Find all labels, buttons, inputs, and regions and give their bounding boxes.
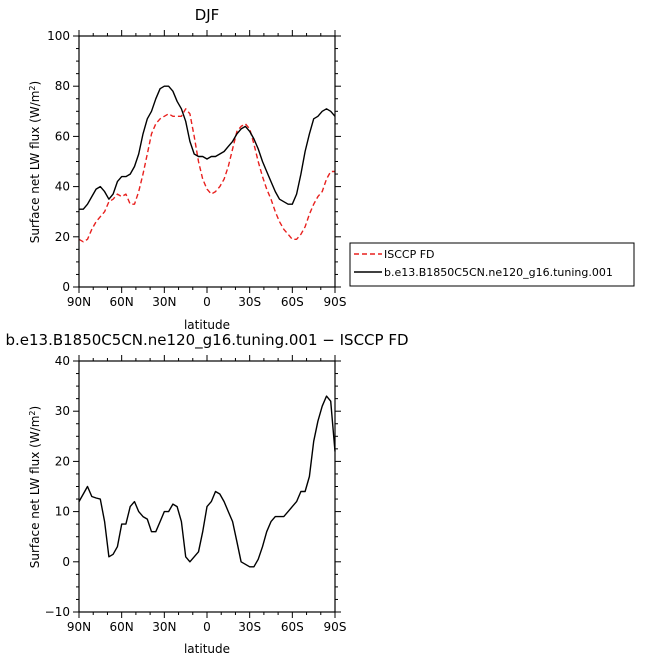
bottom-x-tick-label: 90N (67, 620, 91, 634)
bottom-x-tick-label: 60N (110, 620, 134, 634)
legend: ISCCP FD b.e13.B1850C5CN.ne120_g16.tunin… (349, 242, 635, 287)
top-y-tick-label: 100 (47, 29, 70, 43)
legend-label-model: b.e13.B1850C5CN.ne120_g16.tuning.001 (384, 266, 613, 279)
top-x-tick-label: 30N (152, 295, 176, 309)
top-chart-title: DJF (195, 6, 220, 24)
bottom-y-axis-label: Surface net LW flux (W/m2) (28, 406, 43, 568)
top-plot-frame (78, 35, 336, 288)
bottom-y-tick-label: 30 (55, 404, 70, 418)
top-series-lines (78, 85, 336, 243)
bottom-x-tick-label: 60S (281, 620, 304, 634)
top-y-tick-label: 80 (55, 79, 70, 93)
bottom-y-tick-label: 0 (62, 555, 70, 569)
bottom-y-tick-label: 10 (55, 505, 70, 519)
bottom-chart-title: b.e13.B1850C5CN.ne120_g16.tuning.001 − I… (5, 331, 408, 350)
top-x-tick-label: 60S (281, 295, 304, 309)
top-y-axis-label: Surface net LW flux (W/m2) (28, 81, 43, 243)
top-x-tick-label: 30S (238, 295, 261, 309)
top-series-line-1 (79, 85, 336, 210)
legend-box (349, 242, 635, 287)
top-y-tick-label: 0 (62, 280, 70, 294)
top-x-tick-label: 0 (203, 295, 211, 309)
top-y-tick-label: 60 (55, 129, 70, 143)
bottom-x-tick-label: 90S (324, 620, 347, 634)
top-x-axis-label: latitude (184, 318, 230, 332)
top-panel: DJF Surface net LW flux (W/m2) latitude … (28, 6, 347, 332)
bottom-x-tick-label: 30N (152, 620, 176, 634)
bottom-x-axis-label: latitude (184, 642, 230, 656)
legend-label-isccp: ISCCP FD (384, 248, 435, 261)
bottom-x-tick-label: 0 (203, 620, 211, 634)
top-y-tick-label: 40 (55, 180, 70, 194)
bottom-y-tick-label: −10 (45, 605, 70, 619)
top-x-tick-label: 90S (324, 295, 347, 309)
top-ticks: 90N 60N 30N 0 30S 60S 90S 0 20 40 60 80 100 (47, 29, 346, 309)
top-x-tick-label: 60N (110, 295, 134, 309)
bottom-x-tick-label: 30S (238, 620, 261, 634)
top-series-line-0 (78, 108, 335, 243)
top-x-tick-label: 90N (67, 295, 91, 309)
bottom-panel: b.e13.B1850C5CN.ne120_g16.tuning.001 − I… (5, 331, 408, 656)
bottom-series-line-0 (78, 395, 336, 568)
bottom-plot-frame (78, 360, 336, 613)
bottom-y-tick-label: 20 (55, 454, 70, 468)
bottom-y-tick-label: 40 (55, 354, 70, 368)
top-y-tick-label: 20 (55, 230, 70, 244)
bottom-series-lines (78, 395, 336, 568)
bottom-ticks: 90N 60N 30N 0 30S 60S 90S −10 0 10 20 30 40 (45, 354, 347, 634)
